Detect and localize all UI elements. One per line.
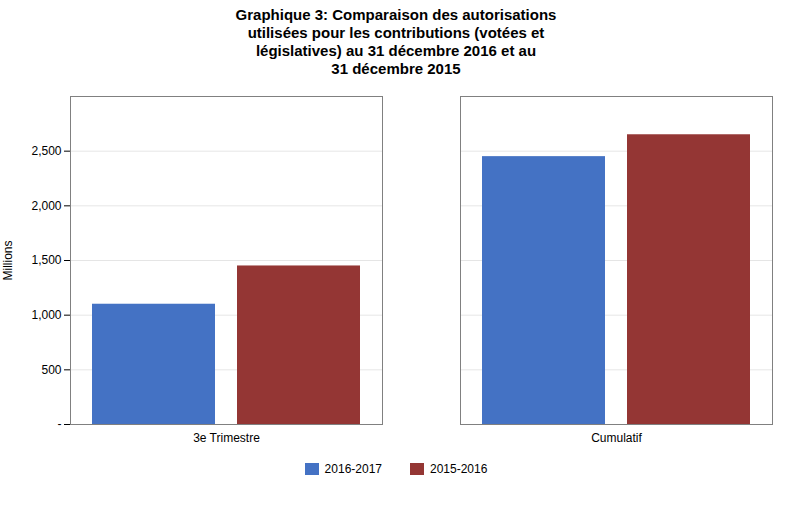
svg-text:2,000: 2,000 [31, 199, 61, 213]
html-text:2015-2016: 2015-2016 [430, 462, 488, 476]
html-text:Graphique 3: Comparaison des a: Graphique 3: Comparaison des autorisatio… [235, 6, 557, 77]
svg-text:-: - [58, 417, 62, 431]
svg-text:1,500: 1,500 [31, 253, 61, 267]
svg-text:500: 500 [41, 363, 61, 377]
svg-text:3e Trimestre: 3e Trimestre [193, 431, 260, 445]
svg-text:1,000: 1,000 [31, 308, 61, 322]
svg-text:2,500: 2,500 [31, 144, 61, 158]
svg-text:Millions: Millions [1, 240, 15, 280]
html-text:2016-2017: 2016-2017 [324, 462, 382, 476]
svg-text:Cumulatif: Cumulatif [591, 431, 642, 445]
